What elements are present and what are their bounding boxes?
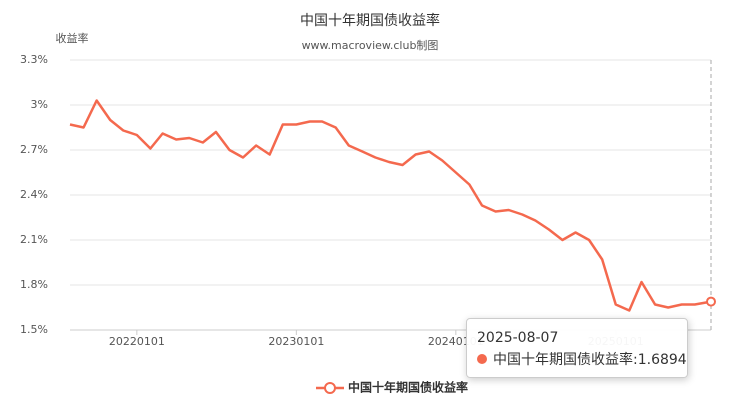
tooltip-dot [477, 354, 487, 364]
chart-title: 中国十年期国债收益率 [300, 12, 440, 29]
hover-point [706, 296, 716, 307]
y-tick-label: 3.3% [20, 53, 48, 66]
x-tick-label: 20230101 [268, 335, 324, 348]
tooltip: 2025-08-07 中国十年期国债收益率:1.6894 [466, 318, 688, 378]
y-axis-label: 收益率 [56, 31, 89, 45]
tooltip-date: 2025-08-07 [477, 330, 559, 346]
y-tick-label: 1.8% [20, 278, 48, 291]
legend-label: 中国十年期国债收益率 [348, 380, 468, 395]
x-tick-label: 20220101 [109, 335, 165, 348]
line [69, 99, 712, 312]
y-tick-label: 2.1% [20, 233, 48, 246]
chart-subtitle: www.macroview.club制图 [302, 39, 439, 52]
tooltip-row: 中国十年期国债收益率:1.6894 [477, 349, 687, 371]
y-tick-label: 3% [31, 98, 48, 111]
legend-marker [324, 382, 336, 394]
y-tick-label: 2.4% [20, 188, 48, 201]
y-tick-label: 2.7% [20, 143, 48, 156]
y-tick-label: 1.5% [20, 323, 48, 336]
tooltip-text: 中国十年期国债收益率:1.6894 [493, 352, 687, 368]
